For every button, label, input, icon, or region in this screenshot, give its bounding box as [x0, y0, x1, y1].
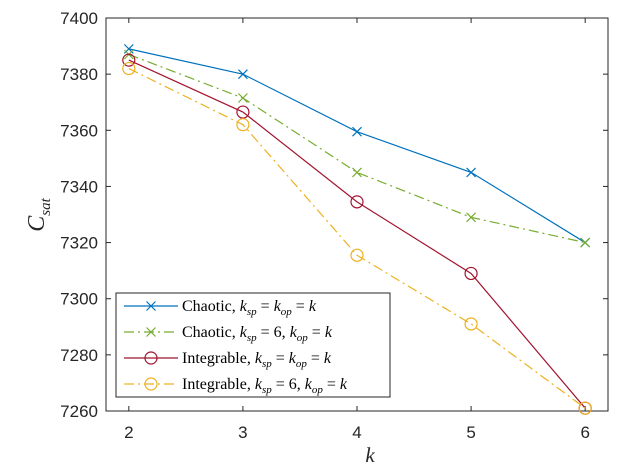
legend-math-operator: =	[292, 298, 309, 315]
legend-prefix: Integrable,	[182, 350, 255, 367]
legend-prefix: Chaotic,	[182, 298, 240, 315]
legend-math-subscript: op	[281, 306, 293, 318]
legend-math-operator: =	[272, 350, 289, 367]
data-point	[236, 105, 250, 119]
y-tick-label: 7380	[60, 65, 98, 84]
legend-math-subscript: op	[297, 332, 309, 344]
x-axis: 2 3 4 5 6	[124, 18, 590, 442]
legend-math-operator: =	[307, 350, 324, 367]
data-point	[237, 93, 248, 103]
legend-label: Integrable, ksp = 6, kop = k	[182, 376, 348, 396]
legend-box	[115, 292, 391, 398]
y-tick-label: 7300	[60, 290, 98, 309]
legend-label: Chaotic, ksp = kop = k	[182, 298, 317, 318]
legend-math-subscript: sp	[262, 384, 272, 396]
legend-prefix: Chaotic,	[182, 324, 240, 341]
data-point	[578, 401, 592, 415]
x-tick-label: 6	[580, 423, 589, 442]
data-point	[352, 167, 362, 178]
series-line	[128, 67, 586, 409]
y-tick-label: 7340	[60, 177, 98, 196]
y-tick-label: 7280	[60, 346, 98, 365]
data-point	[464, 317, 478, 331]
legend-math-operator: =	[323, 376, 340, 393]
data-point	[350, 248, 364, 262]
legend-math-subscript: op	[296, 358, 308, 370]
legend-marker	[146, 327, 156, 337]
legend-item: Chaotic, ksp = 6, kop = k	[124, 324, 333, 344]
data-point	[580, 237, 591, 248]
y-axis: 7260 7280 7300 7320 7340 7360 7380 7400	[60, 9, 608, 421]
x-tick-label: 5	[466, 423, 475, 442]
legend-item: Integrable, ksp = kop = k	[124, 350, 332, 370]
series-line	[128, 53, 586, 244]
legend-math-var: k	[309, 298, 317, 315]
series-2	[123, 49, 591, 248]
legend-math-subscript: sp	[262, 358, 272, 370]
legend-math-var: k	[290, 324, 298, 341]
y-tick-label: 7320	[60, 234, 98, 253]
legend-math-operator: =	[308, 324, 325, 341]
data-point	[352, 126, 362, 137]
y-axis-label-main: C	[24, 215, 50, 232]
legend-math-var: k	[240, 298, 248, 315]
x-tick-label: 3	[238, 423, 247, 442]
series-4	[122, 61, 592, 415]
legend-math-var: k	[255, 350, 263, 367]
legend-math-var: k	[274, 298, 282, 315]
series-line	[128, 59, 586, 409]
data-point	[122, 53, 136, 67]
y-axis-label-subscript: sat	[38, 197, 54, 215]
y-tick-label: 7260	[60, 402, 98, 421]
legend-math-var: k	[255, 376, 263, 393]
y-tick-label: 7360	[60, 121, 98, 140]
legend-math-var: k	[340, 376, 348, 393]
data-point	[122, 61, 136, 76]
legend-math-var: k	[324, 350, 332, 367]
data-point	[466, 167, 477, 178]
y-tick-label: 7400	[60, 9, 98, 28]
legend-marker	[144, 351, 158, 365]
legend-item: Chaotic, ksp = kop = k	[124, 298, 317, 318]
legend-math-subscript: op	[312, 384, 324, 396]
x-tick-label: 4	[352, 423, 361, 442]
legend-math-var: k	[325, 324, 333, 341]
legend-label: Chaotic, ksp = 6, kop = k	[182, 324, 333, 344]
svg-text:Csat: Csat	[24, 197, 54, 231]
data-point	[236, 118, 250, 132]
x-axis-label: k	[365, 443, 375, 467]
data-point	[237, 69, 248, 80]
y-axis-label: Csat	[24, 197, 54, 231]
legend-math-var: k	[240, 324, 248, 341]
series-layer	[122, 43, 592, 415]
legend-math-operator: =	[257, 298, 274, 315]
legend-marker	[144, 377, 158, 391]
legend-math-var: k	[305, 376, 313, 393]
x-tick-label: 2	[124, 423, 133, 442]
data-point	[466, 212, 477, 223]
legend-prefix: Integrable,	[182, 376, 255, 393]
legend-math-operator: = 6,	[257, 324, 290, 341]
legend-math-subscript: sp	[247, 332, 257, 344]
legend-math-var: k	[289, 350, 297, 367]
data-point	[464, 266, 478, 281]
legend-label: Integrable, ksp = kop = k	[182, 350, 332, 370]
legend-math-operator: = 6,	[272, 376, 305, 393]
legend-item: Integrable, ksp = 6, kop = k	[124, 376, 348, 396]
legend-marker	[146, 301, 156, 311]
legend-math-subscript: sp	[247, 306, 257, 318]
data-point	[350, 195, 364, 209]
